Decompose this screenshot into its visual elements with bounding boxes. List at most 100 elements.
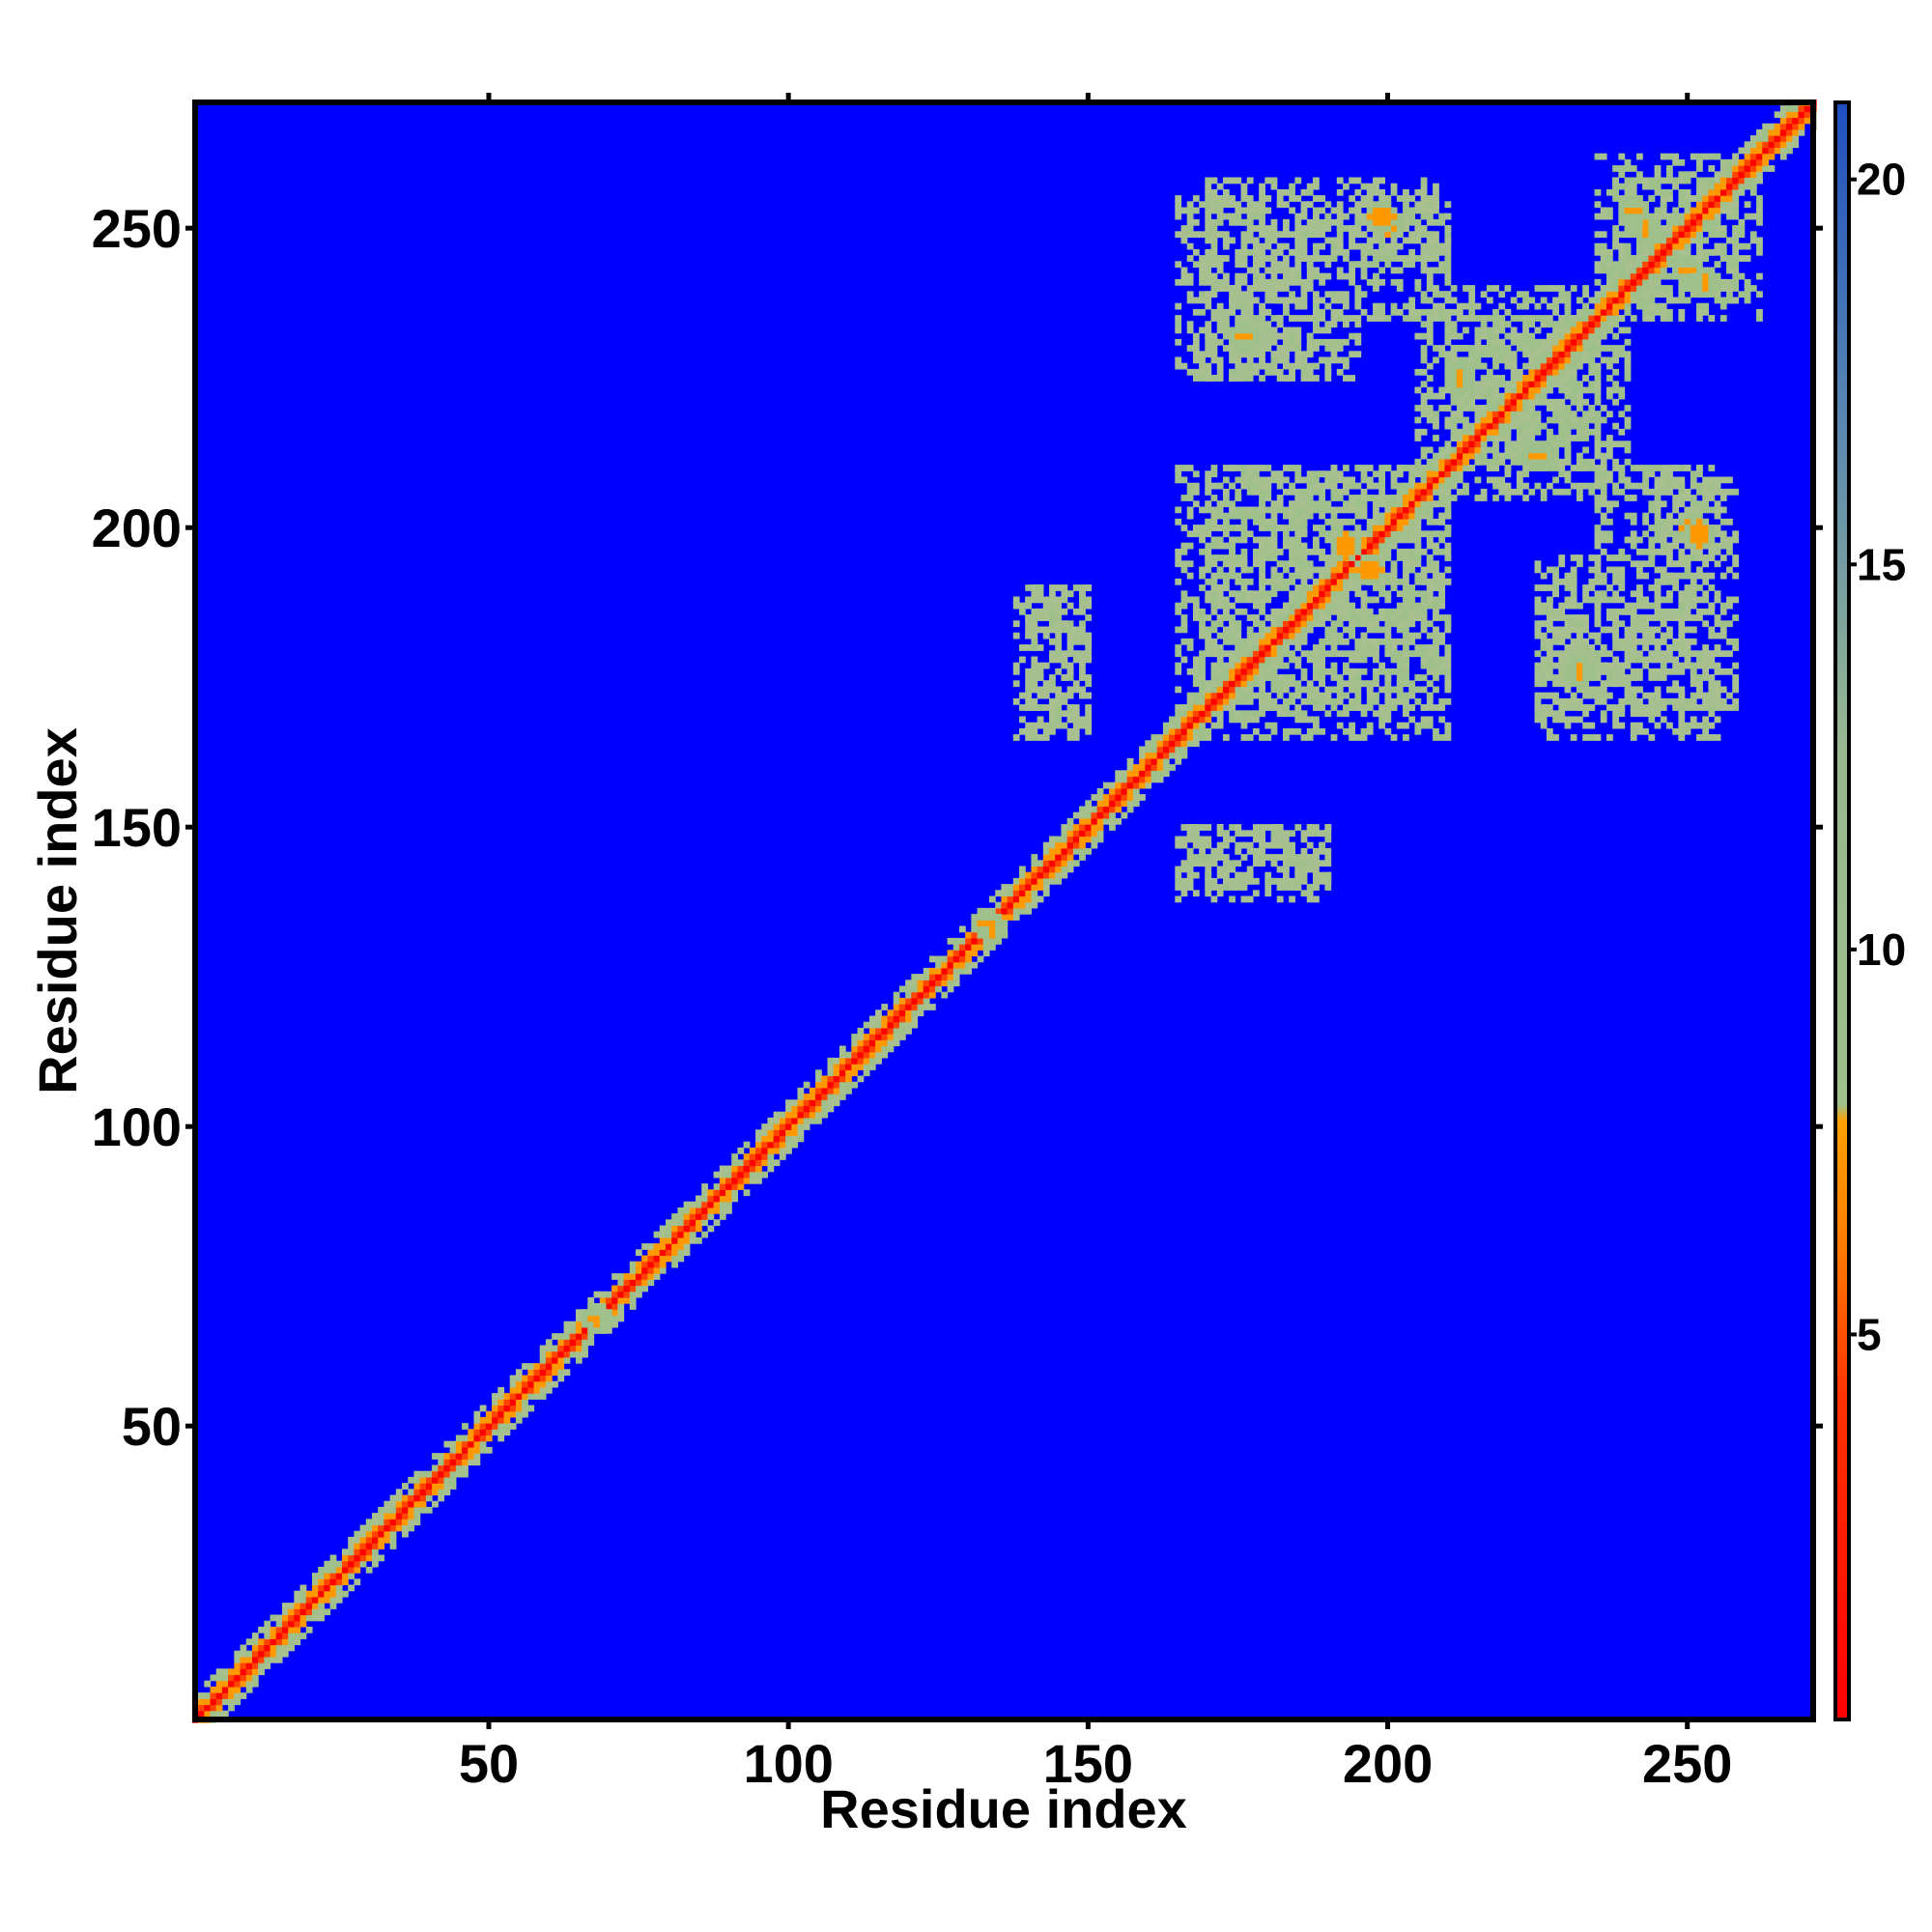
contact-cell: [1564, 488, 1572, 496]
contact-cell: [1684, 650, 1691, 658]
contact-cell: [1666, 518, 1673, 526]
contact-cell: [1444, 686, 1452, 694]
contact-cell: [1403, 554, 1409, 561]
contact-cell: [1666, 656, 1673, 664]
contact-cell: [1235, 841, 1242, 849]
contact-cell: [1349, 195, 1356, 202]
contact-cell: [1259, 704, 1265, 711]
contact-cell: [1433, 518, 1439, 526]
contact-cell: [1642, 626, 1649, 634]
contact-cell: [1246, 362, 1254, 370]
contact-cell: [1690, 578, 1697, 585]
contact-cell: [1294, 302, 1302, 310]
contact-cell: [1085, 680, 1093, 688]
contact-cell: [1408, 620, 1416, 628]
contact-cell: [1306, 830, 1314, 838]
contact-cell: [1642, 530, 1649, 538]
contact-cell: [1205, 362, 1212, 370]
contact-cell: [1259, 188, 1265, 196]
contact-cell: [1438, 242, 1446, 250]
contact-cell: [1330, 248, 1338, 256]
contact-cell: [1373, 596, 1379, 604]
contact-cell: [1702, 590, 1710, 598]
contact-cell: [1648, 650, 1656, 658]
contact-cell: [1600, 662, 1607, 669]
contact-cell: [1313, 824, 1320, 831]
contact-cell: [1690, 680, 1697, 688]
contact-cell: [1175, 356, 1182, 364]
contact-cell: [1252, 536, 1260, 544]
contact-cell: [1510, 356, 1518, 364]
contact-cell: [1660, 716, 1667, 724]
contact-cell: [1349, 500, 1356, 508]
contact-cell: [1732, 488, 1740, 496]
contact-cell: [1240, 877, 1248, 885]
contact-cell: [1289, 272, 1295, 280]
contact-cell: [1648, 291, 1656, 298]
contact-cell: [1205, 237, 1212, 244]
contact-cell: [1378, 716, 1386, 724]
contact-cell: [1270, 183, 1278, 190]
contact-cell: [1498, 315, 1506, 322]
contact-cell: [1600, 548, 1607, 555]
contact-cell: [1564, 386, 1572, 394]
contact-cell: [1192, 356, 1200, 364]
contact-cell: [1294, 512, 1302, 520]
contact-cell: [1546, 285, 1553, 292]
contact-cell: [1654, 488, 1662, 496]
contact-cell: [1031, 697, 1038, 705]
contact-cell: [1349, 375, 1356, 382]
contact-cell: [1192, 836, 1200, 843]
contact-cell: [1085, 722, 1093, 729]
contact-cell: [1546, 614, 1553, 621]
contact-cell: [1229, 201, 1236, 209]
contact-cell: [1433, 356, 1439, 364]
contact-cell: [1433, 255, 1439, 262]
contact-cell: [1276, 578, 1284, 585]
contact-cell: [1343, 183, 1350, 190]
contact-cell: [1259, 231, 1265, 239]
contact-cell: [1546, 710, 1553, 718]
contact-cell: [1654, 650, 1662, 658]
contact-cell: [1319, 488, 1325, 496]
contact-cell: [1564, 375, 1572, 382]
contact-cell: [1719, 668, 1727, 675]
contact-cell: [1324, 500, 1332, 508]
contact-cell: [1360, 248, 1368, 256]
contact-cell: [1319, 225, 1325, 232]
contact-cell: [1468, 351, 1476, 358]
contact-cell: [1282, 488, 1290, 496]
contact-cell: [1229, 572, 1236, 580]
contact-cell: [1378, 710, 1386, 718]
contact-cell: [1222, 272, 1230, 280]
contact-cell: [1564, 297, 1572, 304]
contact-cell: [1672, 614, 1680, 621]
contact-cell: [1378, 482, 1386, 490]
contact-cell: [1426, 321, 1434, 328]
contact-cell: [1618, 392, 1626, 400]
contact-cell: [1354, 201, 1362, 209]
contact-cell: [1486, 297, 1493, 304]
contact-cell: [1276, 368, 1284, 376]
contact-cell: [1690, 554, 1697, 561]
contact-cell: [1282, 836, 1290, 843]
contact-cell: [1222, 884, 1230, 891]
contact-cell: [1210, 248, 1218, 256]
contact-cell: [1660, 674, 1667, 681]
contact-cell: [1175, 704, 1182, 711]
contact-cell: [1540, 656, 1548, 664]
contact-cell: [1396, 620, 1404, 628]
contact-cell: [1294, 727, 1302, 735]
contact-cell: [1570, 566, 1577, 574]
contact-cell: [1246, 291, 1254, 298]
contact-cell: [1696, 500, 1703, 508]
contact-cell: [1061, 620, 1068, 628]
contact-cell: [1210, 542, 1218, 550]
contact-cell: [1180, 638, 1188, 645]
contact-cell: [1708, 548, 1716, 555]
contact-cell: [1564, 584, 1572, 591]
contact-cell: [1252, 548, 1260, 555]
contact-cell: [1594, 620, 1602, 628]
contact-cell: [1605, 470, 1613, 478]
contact-cell: [1558, 422, 1566, 430]
